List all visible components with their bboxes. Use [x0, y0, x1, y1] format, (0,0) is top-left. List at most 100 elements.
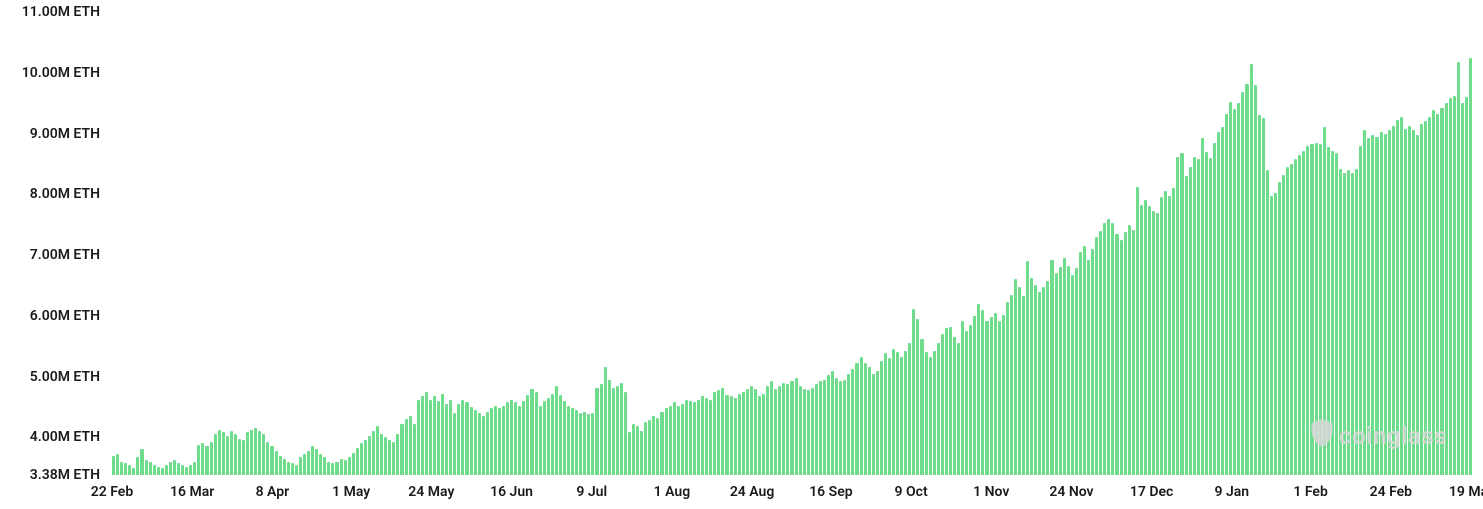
bar: [1306, 146, 1309, 475]
bar: [1042, 287, 1045, 475]
bar: [1067, 266, 1070, 475]
bar: [177, 463, 180, 475]
bar: [559, 395, 562, 475]
bar: [1010, 295, 1013, 475]
bar: [218, 430, 221, 475]
bar: [323, 457, 326, 475]
bar: [409, 416, 412, 475]
bar: [1343, 173, 1346, 475]
bar: [815, 384, 818, 475]
bar: [193, 462, 196, 475]
bar: [1335, 153, 1338, 475]
bar: [957, 343, 960, 475]
bar: [900, 357, 903, 475]
bar: [287, 462, 290, 475]
bar: [819, 381, 822, 475]
bar: [482, 416, 485, 475]
bar: [693, 402, 696, 475]
bar: [717, 390, 720, 475]
bar: [973, 316, 976, 475]
bar: [1266, 170, 1269, 475]
bar: [998, 321, 1001, 475]
bar: [1229, 102, 1232, 475]
y-axis: 11.00M ETH10.00M ETH9.00M ETH8.00M ETH7.…: [0, 0, 105, 475]
bar: [1091, 249, 1094, 475]
bar: [238, 439, 241, 475]
bar: [762, 394, 765, 475]
bar: [1327, 147, 1330, 475]
bar: [327, 462, 330, 475]
bar: [124, 463, 127, 475]
bar: [1201, 138, 1204, 475]
bar: [1148, 206, 1151, 475]
bar: [929, 357, 932, 475]
bar: [514, 402, 517, 475]
bar: [933, 351, 936, 475]
bar: [551, 394, 554, 475]
bar: [916, 319, 919, 475]
bar: [612, 388, 615, 475]
bar: [555, 386, 558, 475]
bar: [648, 420, 651, 475]
bar: [567, 406, 570, 475]
bar: [595, 388, 598, 475]
bar: [145, 460, 148, 475]
bar: [210, 442, 213, 475]
bar: [803, 389, 806, 475]
bar: [530, 389, 533, 475]
bar: [766, 386, 769, 475]
bar: [311, 446, 314, 475]
bar: [1331, 151, 1334, 475]
bar: [348, 457, 351, 475]
bar: [1034, 285, 1037, 475]
bar: [283, 459, 286, 475]
bar: [1302, 151, 1305, 475]
bar: [275, 451, 278, 475]
bar: [937, 343, 940, 475]
bar: [433, 396, 436, 475]
bar: [319, 454, 322, 475]
bar: [120, 462, 123, 475]
bar: [165, 465, 168, 475]
x-axis-label: 9 Jul: [576, 484, 607, 500]
bar: [222, 432, 225, 475]
bar: [470, 407, 473, 475]
bar: [758, 396, 761, 475]
bar: [234, 434, 237, 475]
bar: [778, 386, 781, 475]
bar: [1457, 62, 1460, 475]
bar: [799, 386, 802, 475]
bar: [1465, 97, 1468, 475]
bar: [136, 457, 139, 475]
x-axis-label: 1 Nov: [973, 484, 1009, 500]
x-axis-label: 1 May: [332, 484, 370, 500]
bar: [201, 443, 204, 475]
bar: [518, 406, 521, 475]
bar: [1371, 135, 1374, 475]
bar: [441, 394, 444, 475]
bar: [1404, 129, 1407, 475]
bar: [1363, 130, 1366, 475]
bar: [254, 428, 257, 475]
bar: [522, 401, 525, 475]
bar: [868, 367, 871, 475]
bar: [486, 412, 489, 475]
bar: [437, 401, 440, 475]
bar: [490, 408, 493, 475]
y-axis-label: 4.00M ETH: [0, 429, 100, 445]
bar: [1221, 127, 1224, 475]
bar: [1225, 114, 1228, 475]
bar: [1083, 246, 1086, 475]
bar: [864, 363, 867, 475]
bar: [250, 430, 253, 475]
plot-area: [112, 12, 1471, 475]
bar: [965, 331, 968, 475]
bar: [616, 386, 619, 475]
bar: [1168, 196, 1171, 476]
bar: [331, 463, 334, 475]
bar: [754, 389, 757, 475]
bar: [1440, 108, 1443, 475]
x-axis-label: 24 May: [408, 484, 454, 500]
bar: [1050, 260, 1053, 475]
bar: [1396, 120, 1399, 475]
